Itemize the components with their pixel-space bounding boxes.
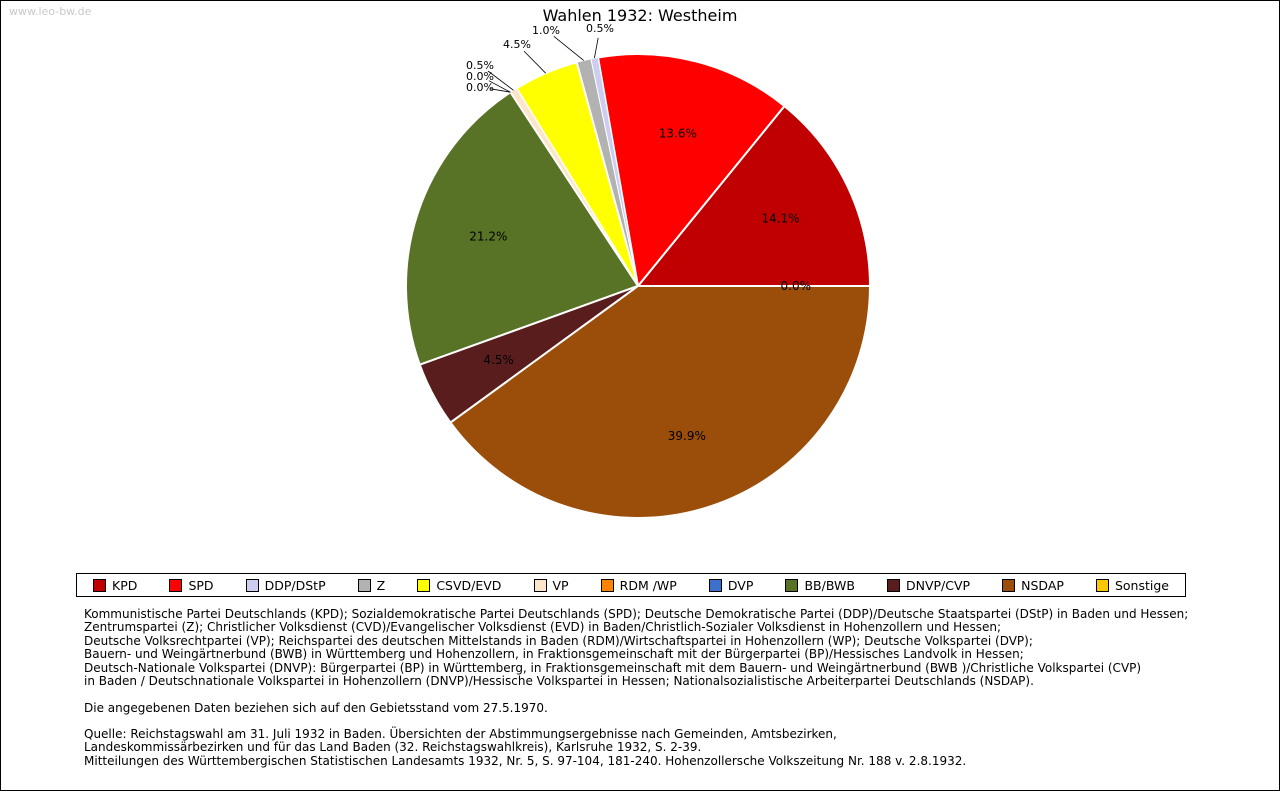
source-note: Quelle: Reichstagswahl am 31. Juli 1932 … bbox=[84, 727, 1259, 768]
legend-label: BB/BWB bbox=[804, 577, 855, 593]
legend-label: SPD bbox=[188, 577, 214, 593]
chart-title: Wahlen 1932: Westheim bbox=[542, 6, 738, 25]
pie-slice-spd bbox=[596, 53, 786, 289]
legend-item-dnvp-cvp: DNVP/CVP bbox=[886, 577, 971, 593]
percent-label-vp: 0.5% bbox=[466, 59, 494, 72]
label-leader-line bbox=[489, 88, 511, 93]
legend-swatch bbox=[245, 578, 259, 592]
gebietsstand-note: Die angegebenen Daten beziehen sich auf … bbox=[84, 701, 548, 715]
legend-swatch bbox=[169, 578, 183, 592]
legend-item-rdm-wp: RDM /WP bbox=[600, 577, 677, 593]
party-explanation: Kommunistische Partei Deutschlands (KPD)… bbox=[84, 607, 1259, 689]
legend-item-dvp: DVP bbox=[708, 577, 754, 593]
legend-swatch bbox=[785, 578, 799, 592]
label-leader-line bbox=[594, 37, 599, 59]
label-leader-line bbox=[488, 80, 511, 93]
percent-label-spd: 13.6% bbox=[659, 127, 697, 141]
percent-label-z: 1.0% bbox=[532, 24, 560, 37]
legend-label: RDM /WP bbox=[619, 577, 677, 593]
pie-chart: 14.1%13.6%0.5%1.0%4.5%0.5%0.0%0.0%21.2%4… bbox=[405, 22, 872, 519]
label-leader-line bbox=[523, 50, 546, 74]
legend-swatch bbox=[600, 578, 614, 592]
legend-label: DNVP/CVP bbox=[905, 577, 971, 593]
note-line: Deutsche Volksrechtpartei (VP); Reichspa… bbox=[84, 633, 1033, 648]
note-line: Bauern- und Weingärtnerbund (BWB) in Wür… bbox=[84, 647, 1024, 662]
legend: KPD SPD DDP/DStP Z CSVD/EVD VP RDM /WP DVP BB/BW… bbox=[76, 573, 1186, 597]
legend-item-kpd: KPD bbox=[93, 578, 137, 593]
legend-item-csvd-evd: CSVD/EVD bbox=[417, 578, 501, 593]
note-line: Deutsch-Nationale Volkspartei (DNVP): Bü… bbox=[84, 660, 1142, 675]
note-line: in Baden / Deutschnationale Volkspartei … bbox=[84, 674, 1034, 689]
label-leader-line bbox=[487, 70, 514, 91]
legend-swatch bbox=[1002, 578, 1016, 592]
percent-label-csvd-evd: 4.5% bbox=[503, 38, 531, 51]
percent-label-sonstige: 0.0% bbox=[781, 279, 812, 293]
legend-item-bb-bwb: BB/BWB bbox=[785, 577, 855, 593]
legend-item-sonstige: Sonstige bbox=[1095, 577, 1169, 593]
legend-item-spd: SPD bbox=[169, 577, 214, 593]
label-leader-line bbox=[553, 35, 584, 61]
legend-label: Sonstige bbox=[1114, 577, 1169, 593]
legend-item-ddp-dstp: DDP/DStP bbox=[245, 577, 326, 593]
legend-swatch bbox=[533, 578, 547, 592]
legend-label: VP bbox=[552, 577, 569, 593]
legend-label: DVP bbox=[727, 577, 754, 593]
percent-label-nsdap: 39.9% bbox=[668, 429, 706, 443]
note-line: Zentrumspartei (Z); Christlicher Volksdi… bbox=[84, 620, 1002, 635]
legend-label: CSVD/EVD bbox=[436, 577, 502, 593]
pie-slice-kpd bbox=[635, 104, 872, 287]
legend-label: KPD bbox=[112, 577, 138, 593]
legend-label: NSDAP bbox=[1021, 577, 1064, 593]
legend-item-z: Z bbox=[357, 577, 386, 593]
percent-label-rdm-wp: 0.0% bbox=[466, 70, 494, 83]
note-line: Landeskommissärbezirken und für das Land… bbox=[84, 740, 702, 755]
legend-label: Z bbox=[376, 577, 386, 593]
percent-label-dnvp-cvp: 4.5% bbox=[483, 353, 514, 367]
legend-item-nsdap: NSDAP bbox=[1002, 578, 1064, 593]
watermark: www.leo-bw.de bbox=[9, 5, 92, 18]
legend-swatch bbox=[886, 578, 900, 592]
legend-swatch bbox=[417, 578, 431, 592]
legend-label: DDP/DStP bbox=[264, 577, 326, 593]
legend-swatch bbox=[93, 578, 106, 592]
pie-slice-nsdap bbox=[449, 285, 872, 519]
percent-label-kpd: 14.1% bbox=[761, 212, 799, 226]
pie-slice-bb-bwb bbox=[405, 90, 640, 367]
percent-label-bb-bwb: 21.2% bbox=[469, 229, 507, 243]
note-line: Quelle: Reichstagswahl am 31. Juli 1932 … bbox=[84, 727, 837, 741]
legend-swatch bbox=[357, 578, 371, 592]
legend-swatch bbox=[708, 578, 722, 592]
note-line: Mitteilungen des Württembergischen Stati… bbox=[84, 753, 967, 768]
percent-label-ddp-dstp: 0.5% bbox=[586, 22, 614, 35]
percent-label-dvp: 0.0% bbox=[466, 81, 494, 94]
note-line: Kommunistische Partei Deutschlands (KPD)… bbox=[84, 607, 1189, 621]
legend-swatch bbox=[1095, 578, 1109, 592]
legend-item-vp: VP bbox=[533, 577, 569, 593]
